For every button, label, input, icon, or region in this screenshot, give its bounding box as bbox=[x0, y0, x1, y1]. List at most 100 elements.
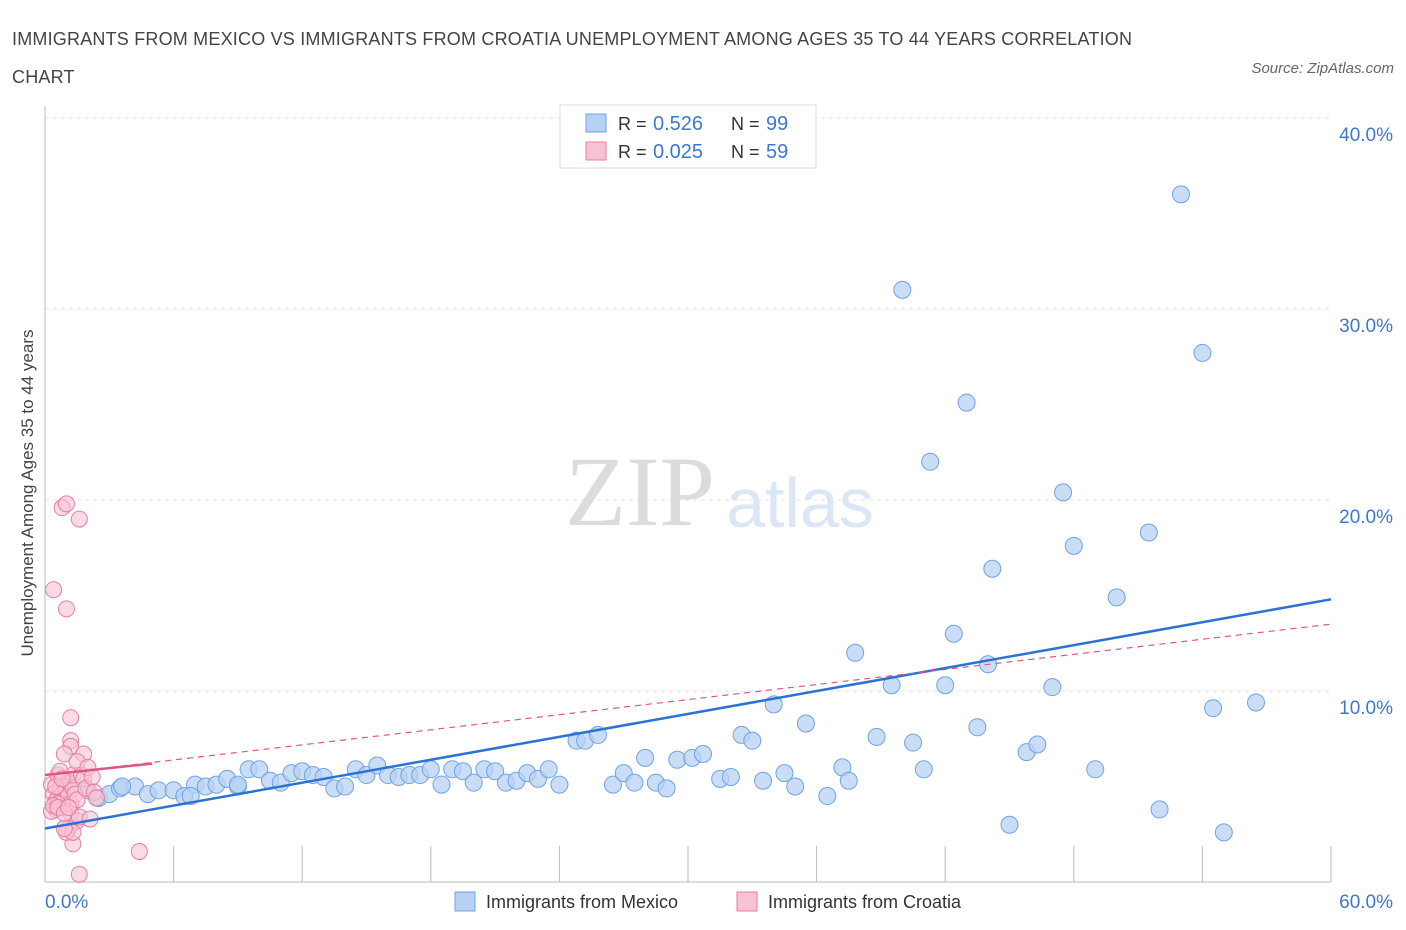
mexico-point-68 bbox=[846, 643, 865, 662]
trend-lines bbox=[44, 598, 1332, 830]
legend-mexico-r-label: R = bbox=[618, 114, 652, 134]
croatia-point-39 bbox=[130, 842, 148, 860]
croatia-trend-line bbox=[44, 762, 153, 777]
mexico-point-53 bbox=[668, 750, 687, 769]
mexico-point-76 bbox=[944, 624, 963, 643]
mexico-point-34 bbox=[453, 762, 472, 781]
mexico-point-79 bbox=[983, 559, 1002, 578]
croatia-point-29 bbox=[55, 745, 73, 763]
legend-bottom-croatia-label: Immigrants from Croatia bbox=[768, 892, 962, 912]
legend-croatia-n-label: N = bbox=[731, 142, 765, 162]
mexico-trend-line bbox=[44, 598, 1332, 830]
mexico-point-92 bbox=[1193, 343, 1212, 362]
mexico-point-47 bbox=[603, 775, 622, 794]
mexico-point-31 bbox=[421, 760, 440, 779]
mexico-point-71 bbox=[893, 280, 912, 299]
legend-croatia-r-label: R = bbox=[618, 142, 652, 162]
croatia-point-58 bbox=[60, 799, 78, 817]
mexico-point-60 bbox=[754, 771, 773, 790]
mexico-point-50 bbox=[636, 748, 655, 767]
mexico-point-59 bbox=[743, 731, 762, 750]
croatia-point-25 bbox=[62, 709, 80, 727]
legend-bottom-mexico-swatch bbox=[454, 891, 476, 912]
mexico-point-88 bbox=[1107, 588, 1126, 607]
mexico-point-23 bbox=[336, 777, 355, 796]
source-label: Source: ZipAtlas.com bbox=[1251, 60, 1394, 77]
x-tick-labels: 0.0% 60.0% bbox=[45, 892, 1393, 913]
mexico-point-91 bbox=[1171, 185, 1190, 204]
legend-bottom-mexico-label: Immigrants from Mexico bbox=[486, 892, 678, 912]
mexico-point-83 bbox=[1028, 735, 1047, 754]
legend-croatia-r-value: 0.025 bbox=[653, 141, 703, 163]
mexico-point-75 bbox=[936, 676, 955, 695]
legend-bottom: Immigrants from Mexico Immigrants from C… bbox=[454, 891, 962, 912]
croatia-point-20 bbox=[45, 581, 63, 599]
mexico-point-37 bbox=[486, 762, 505, 781]
y-tick-label-2: 30.0% bbox=[1339, 316, 1393, 337]
mexico-point-73 bbox=[914, 760, 933, 779]
y-tick-labels: 10.0% 20.0% 30.0% 40.0% bbox=[1339, 125, 1393, 719]
mexico-point-42 bbox=[539, 760, 558, 779]
mexico-point-98 bbox=[228, 775, 247, 794]
mexico-point-84 bbox=[1043, 678, 1062, 697]
mexico-point-97 bbox=[181, 787, 200, 806]
chart-title: IMMIGRANTS FROM MEXICO VS IMMIGRANTS FRO… bbox=[12, 29, 1133, 87]
legend-mexico-swatch bbox=[585, 113, 607, 133]
mexico-point-96 bbox=[113, 777, 132, 796]
mexico-point-49 bbox=[625, 773, 644, 792]
mexico-point-55 bbox=[694, 745, 713, 764]
croatia-point-24 bbox=[70, 510, 88, 528]
y-axis-label: Unemployment Among Ages 35 to 44 years bbox=[18, 330, 37, 657]
legend-mexico-r-value: 0.526 bbox=[653, 113, 703, 135]
legend-croatia-n-value: 59 bbox=[766, 141, 788, 163]
mexico-point-72 bbox=[904, 733, 923, 752]
x-tick-label-max: 60.0% bbox=[1339, 892, 1393, 913]
watermark-zip: ZIP bbox=[565, 436, 715, 547]
y-tick-label-0: 10.0% bbox=[1339, 698, 1393, 719]
y-tick-label-3: 40.0% bbox=[1339, 125, 1393, 146]
mexico-point-93 bbox=[1204, 699, 1223, 718]
mexico-point-89 bbox=[1139, 523, 1158, 542]
mexico-point-87 bbox=[1086, 760, 1105, 779]
croatia-point-40 bbox=[70, 865, 88, 883]
mexico-point-67 bbox=[839, 771, 858, 790]
legend-mexico-n-label: N = bbox=[731, 114, 765, 134]
grid-lines bbox=[45, 117, 1331, 692]
mexico-point-57 bbox=[721, 767, 740, 786]
mexico-point-35 bbox=[464, 773, 483, 792]
mexico-point-69 bbox=[867, 727, 886, 746]
mexico-point-52 bbox=[657, 779, 676, 798]
croatia-point-23 bbox=[57, 495, 75, 513]
axes bbox=[44, 106, 1332, 883]
mexico-point-77 bbox=[957, 393, 976, 412]
legend-croatia-swatch bbox=[585, 141, 607, 161]
mexico-point-90 bbox=[1150, 800, 1169, 819]
mexico-point-63 bbox=[786, 777, 805, 796]
mexico-point-15 bbox=[250, 760, 269, 779]
legend-top: R = 0.526 N = 99 R = 0.025 N = 59 bbox=[559, 104, 817, 169]
croatia-point-21 bbox=[57, 600, 75, 618]
mexico-point-43 bbox=[550, 775, 569, 794]
watermark: ZIP atlas bbox=[565, 436, 874, 547]
croatia-trend-extension bbox=[44, 623, 1332, 776]
mexico-point-74 bbox=[921, 452, 940, 471]
series-croatia-points bbox=[42, 495, 148, 883]
mexico-point-95 bbox=[1246, 693, 1265, 712]
mexico-point-62 bbox=[775, 764, 794, 783]
legend-mexico-n-value: 99 bbox=[766, 113, 788, 135]
mexico-point-32 bbox=[432, 775, 451, 794]
x-tick-label-min: 0.0% bbox=[45, 892, 88, 913]
mexico-point-78 bbox=[968, 718, 987, 737]
mexico-point-85 bbox=[1054, 483, 1073, 502]
y-tick-label-1: 20.0% bbox=[1339, 507, 1393, 528]
mexico-point-81 bbox=[1000, 815, 1019, 834]
croatia-point-53 bbox=[87, 789, 105, 807]
watermark-atlas: atlas bbox=[726, 464, 874, 542]
mexico-point-64 bbox=[796, 714, 815, 733]
legend-bottom-croatia-swatch bbox=[736, 891, 758, 912]
mexico-point-6 bbox=[149, 781, 168, 800]
mexico-point-65 bbox=[818, 787, 837, 806]
mexico-point-86 bbox=[1064, 536, 1083, 555]
mexico-point-94 bbox=[1214, 823, 1233, 842]
